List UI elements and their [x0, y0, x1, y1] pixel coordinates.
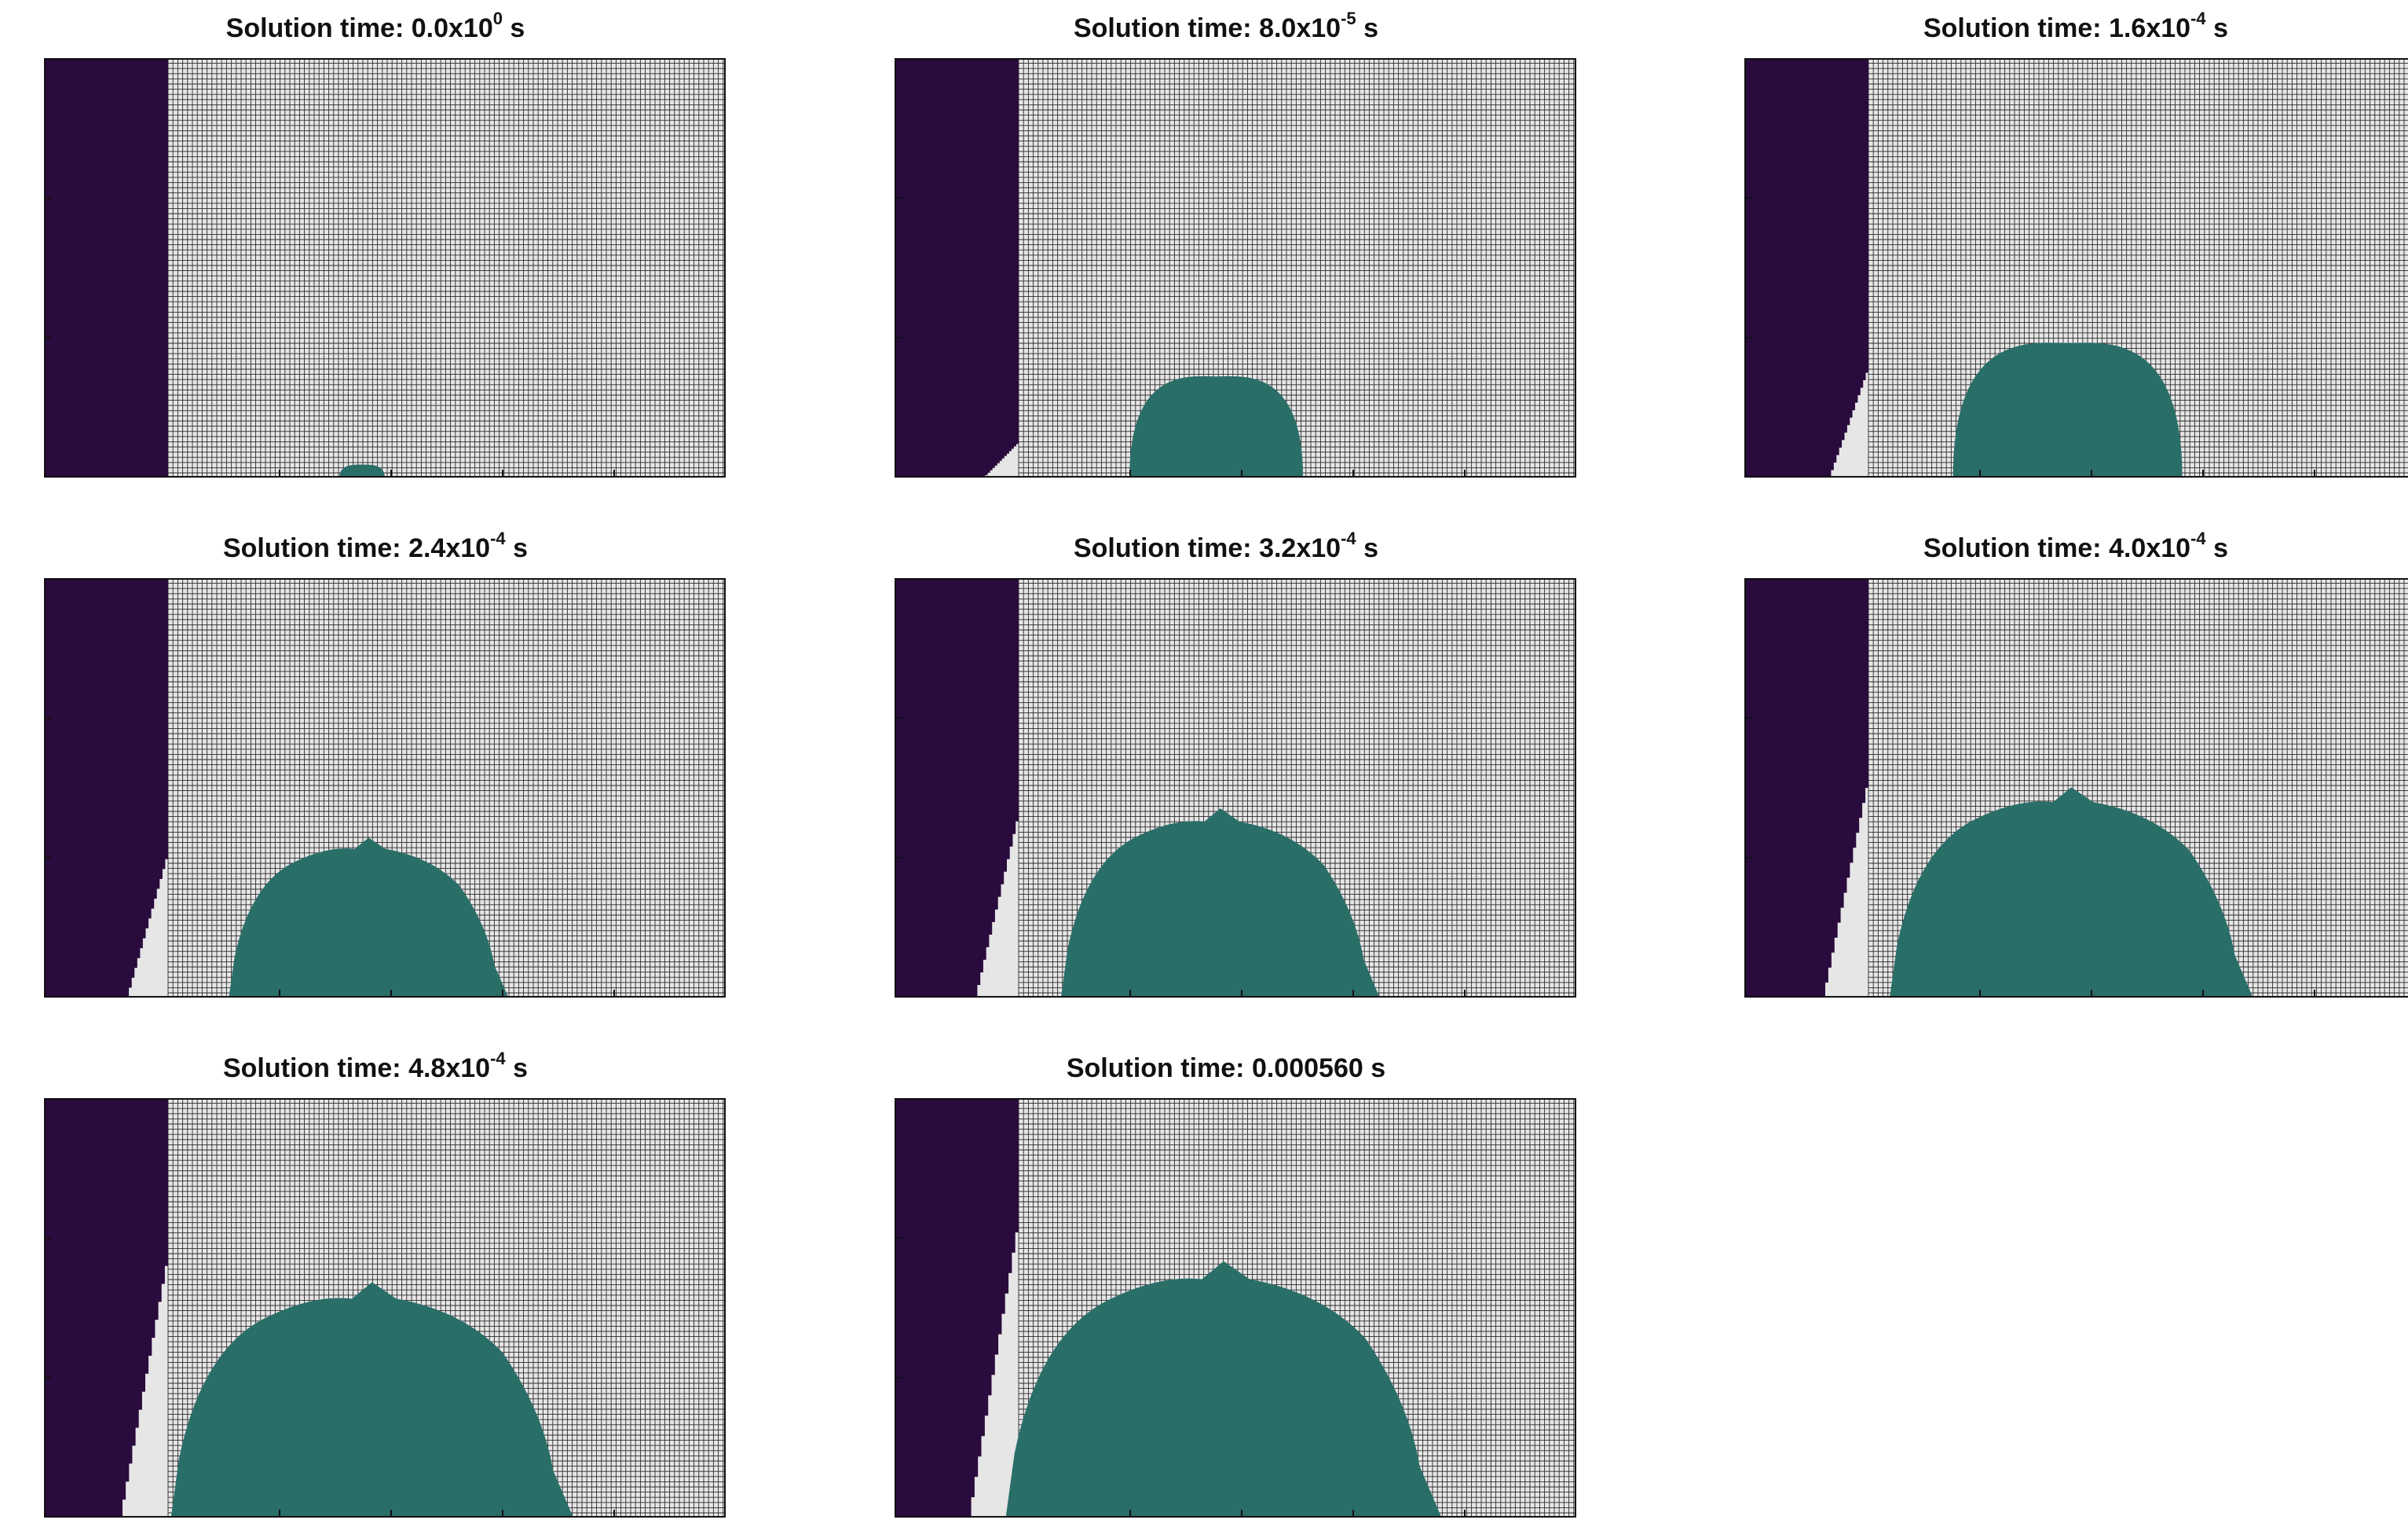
solid-region: [44, 578, 168, 998]
mesh-plot: [1744, 578, 2408, 998]
panel-title: Solution time: 8.0x10-5 s: [1073, 8, 1378, 43]
panel-title: Solution time: 0.000560 s: [1066, 1053, 1386, 1083]
mesh-plot: [44, 578, 726, 998]
plot-frame: [895, 578, 1576, 998]
solid-region: [44, 1098, 168, 1518]
droplet: [1129, 376, 1304, 478]
panel-title: Solution time: 3.2x10-4 s: [1073, 528, 1378, 563]
axis-ticks: [1744, 717, 2315, 998]
droplet: [339, 464, 385, 478]
panel-title: Solution time: 4.8x10-4 s: [222, 1048, 528, 1083]
panel-title: Solution time: 0.0x100 s: [225, 8, 525, 43]
plot-frame: [1744, 578, 2408, 998]
solid-region: [1744, 578, 1868, 998]
plot-frame: [44, 58, 726, 478]
panel-time-0: Solution time: 0.0x100 s: [22, 5, 729, 478]
mesh-plot: [44, 1098, 726, 1518]
droplet: [170, 1282, 573, 1518]
axis-ticks: [1744, 197, 2315, 478]
solid-region: [895, 578, 1019, 998]
mesh-plot: [895, 1098, 1576, 1518]
axis-ticks: [44, 197, 615, 478]
droplet: [1005, 1261, 1442, 1518]
mesh-plot: [1744, 58, 2408, 478]
axis-ticks: [895, 1237, 1466, 1518]
solid-region: [1744, 58, 1868, 478]
panel-time-5.6e-4: Solution time: 0.000560 s: [873, 1045, 1579, 1518]
panel-title: Solution time: 4.0x10-4 s: [1923, 528, 2228, 563]
mesh-plot: [895, 58, 1576, 478]
droplet: [1060, 808, 1380, 998]
droplet: [229, 837, 509, 998]
solid-region: [895, 58, 1019, 478]
panel-time-4.0e-4: Solution time: 4.0x10-4 s: [1722, 525, 2408, 998]
panel-time-8e-5: Solution time: 8.0x10-5 s: [873, 5, 1579, 478]
axis-ticks: [895, 197, 1466, 478]
axis-ticks: [44, 717, 615, 998]
plot-frame: [895, 58, 1576, 478]
solid-region: [895, 1098, 1019, 1518]
axis-ticks: [44, 1237, 615, 1518]
plot-frame: [895, 1098, 1576, 1518]
plot-frame: [1744, 58, 2408, 478]
solid-region: [44, 58, 168, 478]
plot-frame: [44, 1098, 726, 1518]
panel-time-1.6e-4: Solution time: 1.6x10-4 s: [1722, 5, 2408, 478]
mesh-plot: [895, 578, 1576, 998]
plot-frame: [44, 578, 726, 998]
panel-time-3.2e-4: Solution time: 3.2x10-4 s: [873, 525, 1579, 998]
panel-time-2.4e-4: Solution time: 2.4x10-4 s: [22, 525, 729, 998]
droplet: [1952, 342, 2183, 478]
mesh-plot: [44, 58, 726, 478]
panel-title: Solution time: 2.4x10-4 s: [222, 528, 528, 563]
panel-time-4.8e-4: Solution time: 4.8x10-4 s: [22, 1045, 729, 1518]
axis-ticks: [895, 717, 1466, 998]
droplet: [1890, 787, 2253, 998]
panel-title: Solution time: 1.6x10-4 s: [1923, 8, 2228, 43]
